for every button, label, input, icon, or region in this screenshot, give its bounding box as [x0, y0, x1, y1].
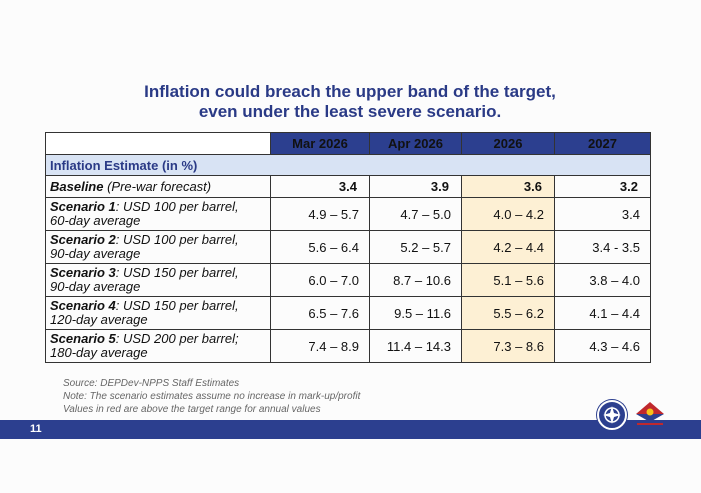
table-cell: 3.9	[369, 175, 462, 198]
section-row: Inflation Estimate (in %)	[45, 154, 651, 176]
title-line-1: Inflation could breach the upper band of…	[144, 82, 556, 101]
inflation-estimate-table: Mar 2026 Apr 2026 2026 2027 Inflation Es…	[45, 132, 651, 363]
section-label: Inflation Estimate (in %)	[45, 154, 651, 176]
title-line-2: even under the least severe scenario.	[198, 102, 502, 121]
table-cell: 4.0 – 4.2	[461, 197, 555, 231]
bagong-pilipinas-logo-icon	[633, 398, 667, 426]
agency-seal-icon	[597, 400, 627, 430]
table-cell: 9.5 – 11.6	[369, 296, 462, 330]
table-cell: 3.2	[554, 175, 651, 198]
row-label: Scenario 1: USD 100 per barrel, 60-day av…	[45, 197, 271, 231]
table-cell: 4.7 – 5.0	[369, 197, 462, 231]
table-cell: 3.4 - 3.5	[554, 230, 651, 264]
row-label: Scenario 3: USD 150 per barrel, 90-day av…	[45, 263, 271, 297]
table-cell: 4.2 – 4.4	[461, 230, 555, 264]
table-cell: 8.7 – 10.6	[369, 263, 462, 297]
column-header: Mar 2026	[270, 132, 370, 155]
header-blank-cell	[45, 132, 271, 155]
footer-bar	[0, 420, 701, 439]
table-cell: 4.3 – 4.6	[554, 329, 651, 363]
table-cell: 11.4 – 14.3	[369, 329, 462, 363]
table-cell: 5.6 – 6.4	[270, 230, 370, 264]
table-cell: 3.8 – 4.0	[554, 263, 651, 297]
column-header: Apr 2026	[369, 132, 462, 155]
column-header: 2027	[554, 132, 651, 155]
row-label: Scenario 5: USD 200 per barrel; 180-day a…	[45, 329, 271, 363]
table-header-row: Mar 2026 Apr 2026 2026 2027	[45, 132, 651, 155]
source-note: Source: DEPDev-NPPS Staff Estimates	[63, 378, 240, 389]
red-values-note: Values in red are above the target range…	[63, 404, 321, 415]
table-cell: 7.3 – 8.6	[461, 329, 555, 363]
table-row: Scenario 1: USD 100 per barrel, 60-day av…	[45, 197, 651, 231]
table-row: Scenario 2: USD 100 per barrel, 90-day av…	[45, 230, 651, 264]
page-number: 11	[30, 423, 42, 435]
notes-block: Source: DEPDev-NPPS Staff Estimates Note…	[63, 377, 360, 416]
table-cell: 5.1 – 5.6	[461, 263, 555, 297]
table-cell: 5.2 – 5.7	[369, 230, 462, 264]
table-cell: 3.4	[554, 197, 651, 231]
column-header: 2026	[461, 132, 555, 155]
table-row: Scenario 5: USD 200 per barrel; 180-day a…	[45, 329, 651, 363]
table-cell: 3.6	[461, 175, 555, 198]
table-row: Scenario 4: USD 150 per barrel, 120-day a…	[45, 296, 651, 330]
table-cell: 4.1 – 4.4	[554, 296, 651, 330]
row-label: Baseline (Pre-war forecast)	[45, 175, 271, 198]
table-cell: 7.4 – 8.9	[270, 329, 370, 363]
table-row: Scenario 3: USD 150 per barrel, 90-day av…	[45, 263, 651, 297]
table-cell: 6.5 – 7.6	[270, 296, 370, 330]
slide-title: Inflation could breach the upper band of…	[60, 82, 640, 122]
table-cell: 5.5 – 6.2	[461, 296, 555, 330]
table-cell: 4.9 – 5.7	[270, 197, 370, 231]
row-label: Scenario 2: USD 100 per barrel, 90-day av…	[45, 230, 271, 264]
table-cell: 6.0 – 7.0	[270, 263, 370, 297]
table-cell: 3.4	[270, 175, 370, 198]
row-label: Scenario 4: USD 150 per barrel, 120-day a…	[45, 296, 271, 330]
table-row: Baseline (Pre-war forecast) 3.4 3.9 3.6 …	[45, 175, 651, 198]
assumption-note: Note: The scenario estimates assume no i…	[63, 391, 361, 402]
